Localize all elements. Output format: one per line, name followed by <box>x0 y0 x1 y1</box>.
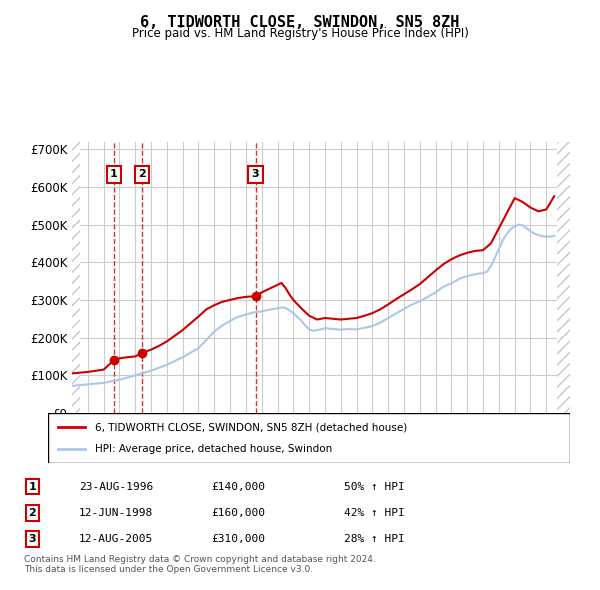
Text: £310,000: £310,000 <box>212 534 266 544</box>
Text: Price paid vs. HM Land Registry's House Price Index (HPI): Price paid vs. HM Land Registry's House … <box>131 27 469 40</box>
Text: 23-AUG-1996: 23-AUG-1996 <box>79 481 154 491</box>
Text: 1: 1 <box>110 169 118 179</box>
Text: 2: 2 <box>28 508 36 518</box>
Text: HPI: Average price, detached house, Swindon: HPI: Average price, detached house, Swin… <box>95 444 332 454</box>
Bar <box>72 142 80 413</box>
Text: 28% ↑ HPI: 28% ↑ HPI <box>344 534 405 544</box>
Text: 42% ↑ HPI: 42% ↑ HPI <box>344 508 405 518</box>
Text: £160,000: £160,000 <box>212 508 266 518</box>
Text: 1: 1 <box>28 481 36 491</box>
Text: Contains HM Land Registry data © Crown copyright and database right 2024.
This d: Contains HM Land Registry data © Crown c… <box>24 555 376 574</box>
Text: 3: 3 <box>28 534 36 544</box>
Text: £140,000: £140,000 <box>212 481 266 491</box>
FancyBboxPatch shape <box>48 413 570 463</box>
Text: 2: 2 <box>139 169 146 179</box>
Bar <box>557 142 573 413</box>
Text: 12-JUN-1998: 12-JUN-1998 <box>79 508 154 518</box>
Text: 12-AUG-2005: 12-AUG-2005 <box>79 534 154 544</box>
Text: 6, TIDWORTH CLOSE, SWINDON, SN5 8ZH: 6, TIDWORTH CLOSE, SWINDON, SN5 8ZH <box>140 15 460 30</box>
Text: 50% ↑ HPI: 50% ↑ HPI <box>344 481 405 491</box>
Text: 3: 3 <box>252 169 259 179</box>
Text: 6, TIDWORTH CLOSE, SWINDON, SN5 8ZH (detached house): 6, TIDWORTH CLOSE, SWINDON, SN5 8ZH (det… <box>95 422 407 432</box>
